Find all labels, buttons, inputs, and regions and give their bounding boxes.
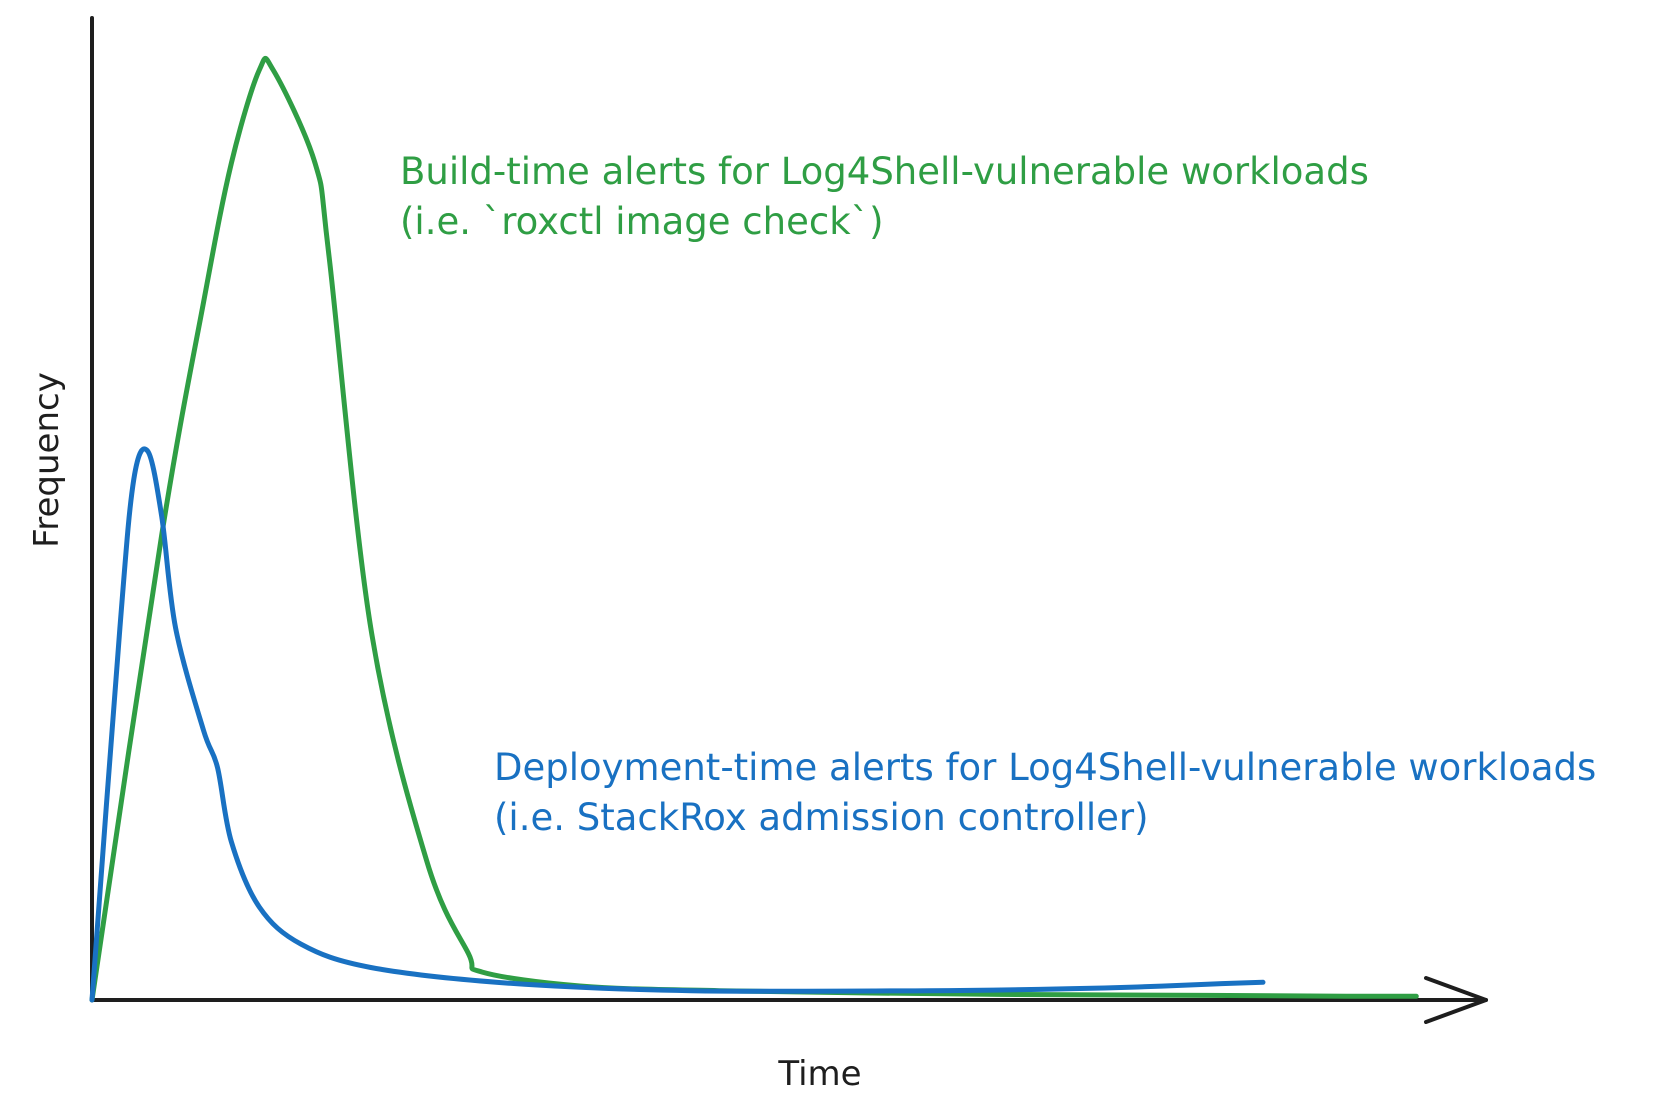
annotation-deploy-line-1: Deployment-time alerts for Log4Shell-vul… (494, 746, 1596, 789)
x-axis-arrowhead (1424, 976, 1488, 1024)
series-layer (89, 55, 1419, 1003)
annotation-deploy-line-2: (i.e. StackRox admission controller) (494, 796, 1149, 839)
annotation-build-line-2: (i.e. `roxctl image check`) (400, 200, 884, 243)
series-line-build-time (89, 55, 1419, 1003)
x-axis-label: Time (777, 1054, 861, 1094)
axes (90, 16, 1488, 1024)
series-line-deployment-time (89, 446, 1266, 1003)
y-axis-label: Frequency (27, 372, 67, 548)
annotation-build-line-1: Build-time alerts for Log4Shell-vulnerab… (400, 150, 1369, 193)
